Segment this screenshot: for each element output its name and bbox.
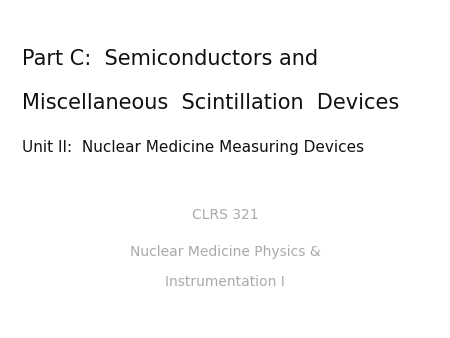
Text: Instrumentation I: Instrumentation I bbox=[165, 275, 285, 289]
Text: Unit II:  Nuclear Medicine Measuring Devices: Unit II: Nuclear Medicine Measuring Devi… bbox=[22, 140, 364, 154]
Text: CLRS 321: CLRS 321 bbox=[192, 208, 258, 222]
Text: Miscellaneous  Scintillation  Devices: Miscellaneous Scintillation Devices bbox=[22, 93, 400, 113]
Text: Nuclear Medicine Physics &: Nuclear Medicine Physics & bbox=[130, 245, 320, 259]
Text: Part C:  Semiconductors and: Part C: Semiconductors and bbox=[22, 49, 319, 69]
